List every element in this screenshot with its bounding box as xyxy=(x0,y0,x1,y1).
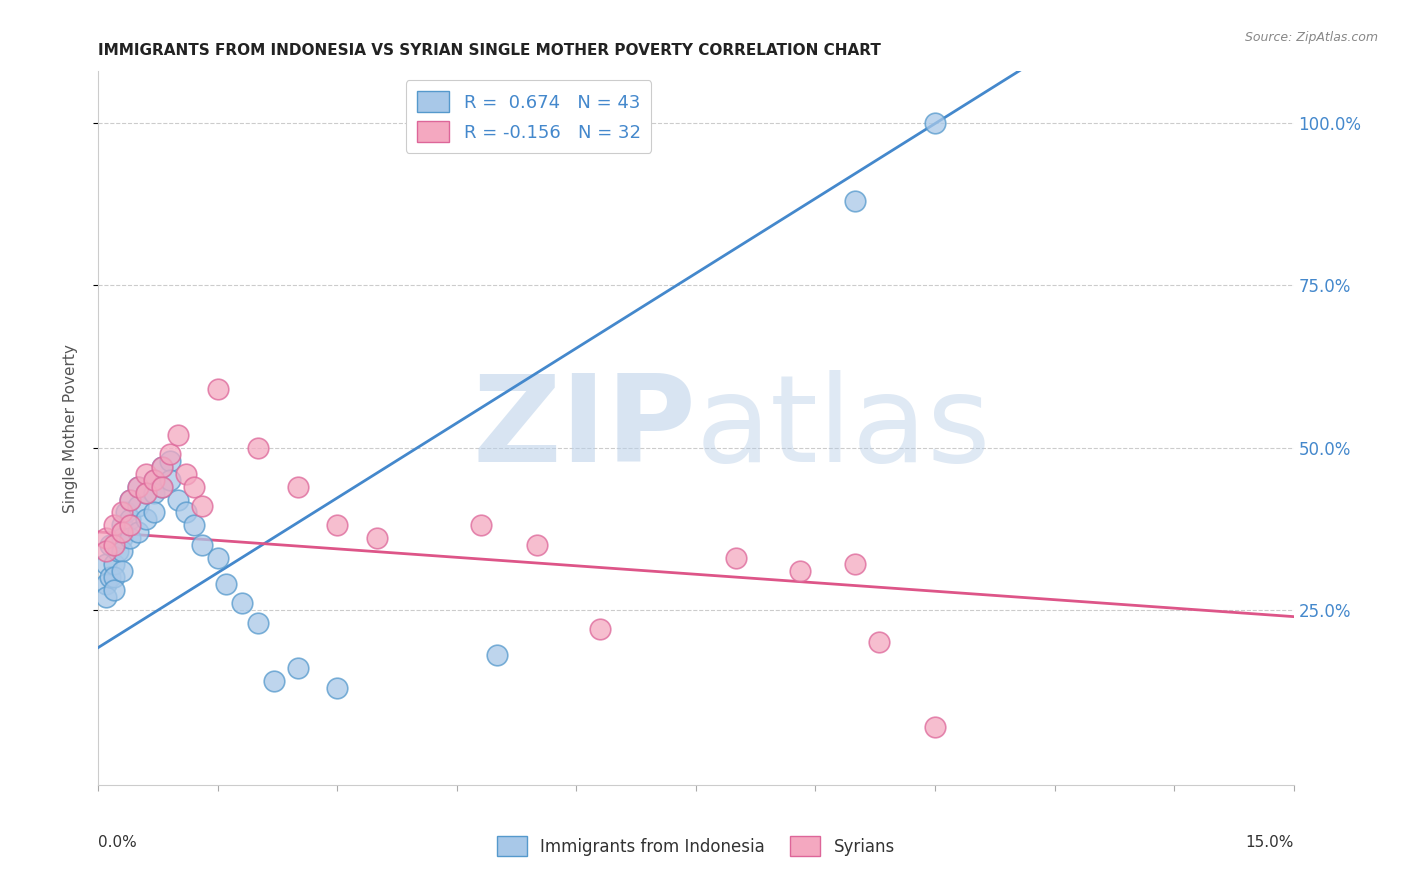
Point xyxy=(127,479,149,493)
Point xyxy=(96,558,118,572)
Point xyxy=(589,622,612,636)
Point xyxy=(174,506,197,520)
Point xyxy=(326,681,349,695)
Point xyxy=(215,577,238,591)
Point xyxy=(174,467,197,481)
Point xyxy=(127,499,149,513)
Point xyxy=(287,479,309,493)
Point xyxy=(207,550,229,565)
Text: ZIP: ZIP xyxy=(472,369,696,487)
Text: 15.0%: 15.0% xyxy=(1246,835,1294,850)
Point xyxy=(844,558,866,572)
Point xyxy=(111,506,134,520)
Point xyxy=(789,564,811,578)
Point xyxy=(98,538,122,552)
Point xyxy=(150,460,173,475)
Point xyxy=(150,479,173,493)
Point xyxy=(526,538,548,552)
Point xyxy=(231,596,253,610)
Point xyxy=(191,499,214,513)
Text: Source: ZipAtlas.com: Source: ZipAtlas.com xyxy=(1244,31,1378,45)
Point xyxy=(287,661,309,675)
Point xyxy=(103,518,125,533)
Point xyxy=(120,518,142,533)
Point xyxy=(103,558,125,572)
Point xyxy=(96,532,118,546)
Point xyxy=(159,473,181,487)
Point xyxy=(191,538,214,552)
Point xyxy=(103,583,125,598)
Point xyxy=(103,538,125,552)
Point xyxy=(366,532,388,546)
Point xyxy=(150,479,173,493)
Text: IMMIGRANTS FROM INDONESIA VS SYRIAN SINGLE MOTHER POVERTY CORRELATION CHART: IMMIGRANTS FROM INDONESIA VS SYRIAN SING… xyxy=(98,43,882,58)
Point xyxy=(135,486,157,500)
Point xyxy=(844,194,866,208)
Legend: Immigrants from Indonesia, Syrians: Immigrants from Indonesia, Syrians xyxy=(491,830,901,863)
Point xyxy=(120,492,142,507)
Point xyxy=(135,486,157,500)
Point xyxy=(103,570,125,584)
Point xyxy=(143,473,166,487)
Point xyxy=(96,544,118,558)
Point xyxy=(98,570,122,584)
Point xyxy=(159,447,181,461)
Point xyxy=(159,453,181,467)
Point xyxy=(207,382,229,396)
Point xyxy=(183,479,205,493)
Point xyxy=(111,544,134,558)
Point xyxy=(150,460,173,475)
Point xyxy=(111,532,134,546)
Point xyxy=(183,518,205,533)
Point xyxy=(115,506,138,520)
Point xyxy=(724,550,747,565)
Text: atlas: atlas xyxy=(696,369,991,487)
Point xyxy=(868,635,890,649)
Point xyxy=(120,532,142,546)
Point xyxy=(135,467,157,481)
Point xyxy=(143,473,166,487)
Point xyxy=(120,492,142,507)
Point xyxy=(246,615,269,630)
Point xyxy=(96,590,118,604)
Point xyxy=(143,506,166,520)
Point xyxy=(107,544,129,558)
Point xyxy=(326,518,349,533)
Point xyxy=(111,524,134,539)
Point xyxy=(96,577,118,591)
Point xyxy=(167,492,190,507)
Point xyxy=(111,518,134,533)
Point xyxy=(263,674,285,689)
Point xyxy=(246,441,269,455)
Point xyxy=(135,512,157,526)
Point xyxy=(143,486,166,500)
Point xyxy=(485,648,508,663)
Point xyxy=(924,720,946,734)
Point xyxy=(924,116,946,130)
Point xyxy=(127,479,149,493)
Point xyxy=(127,524,149,539)
Text: 0.0%: 0.0% xyxy=(98,835,138,850)
Y-axis label: Single Mother Poverty: Single Mother Poverty xyxy=(63,343,77,513)
Point xyxy=(120,512,142,526)
Point xyxy=(470,518,492,533)
Point xyxy=(167,427,190,442)
Point xyxy=(111,564,134,578)
